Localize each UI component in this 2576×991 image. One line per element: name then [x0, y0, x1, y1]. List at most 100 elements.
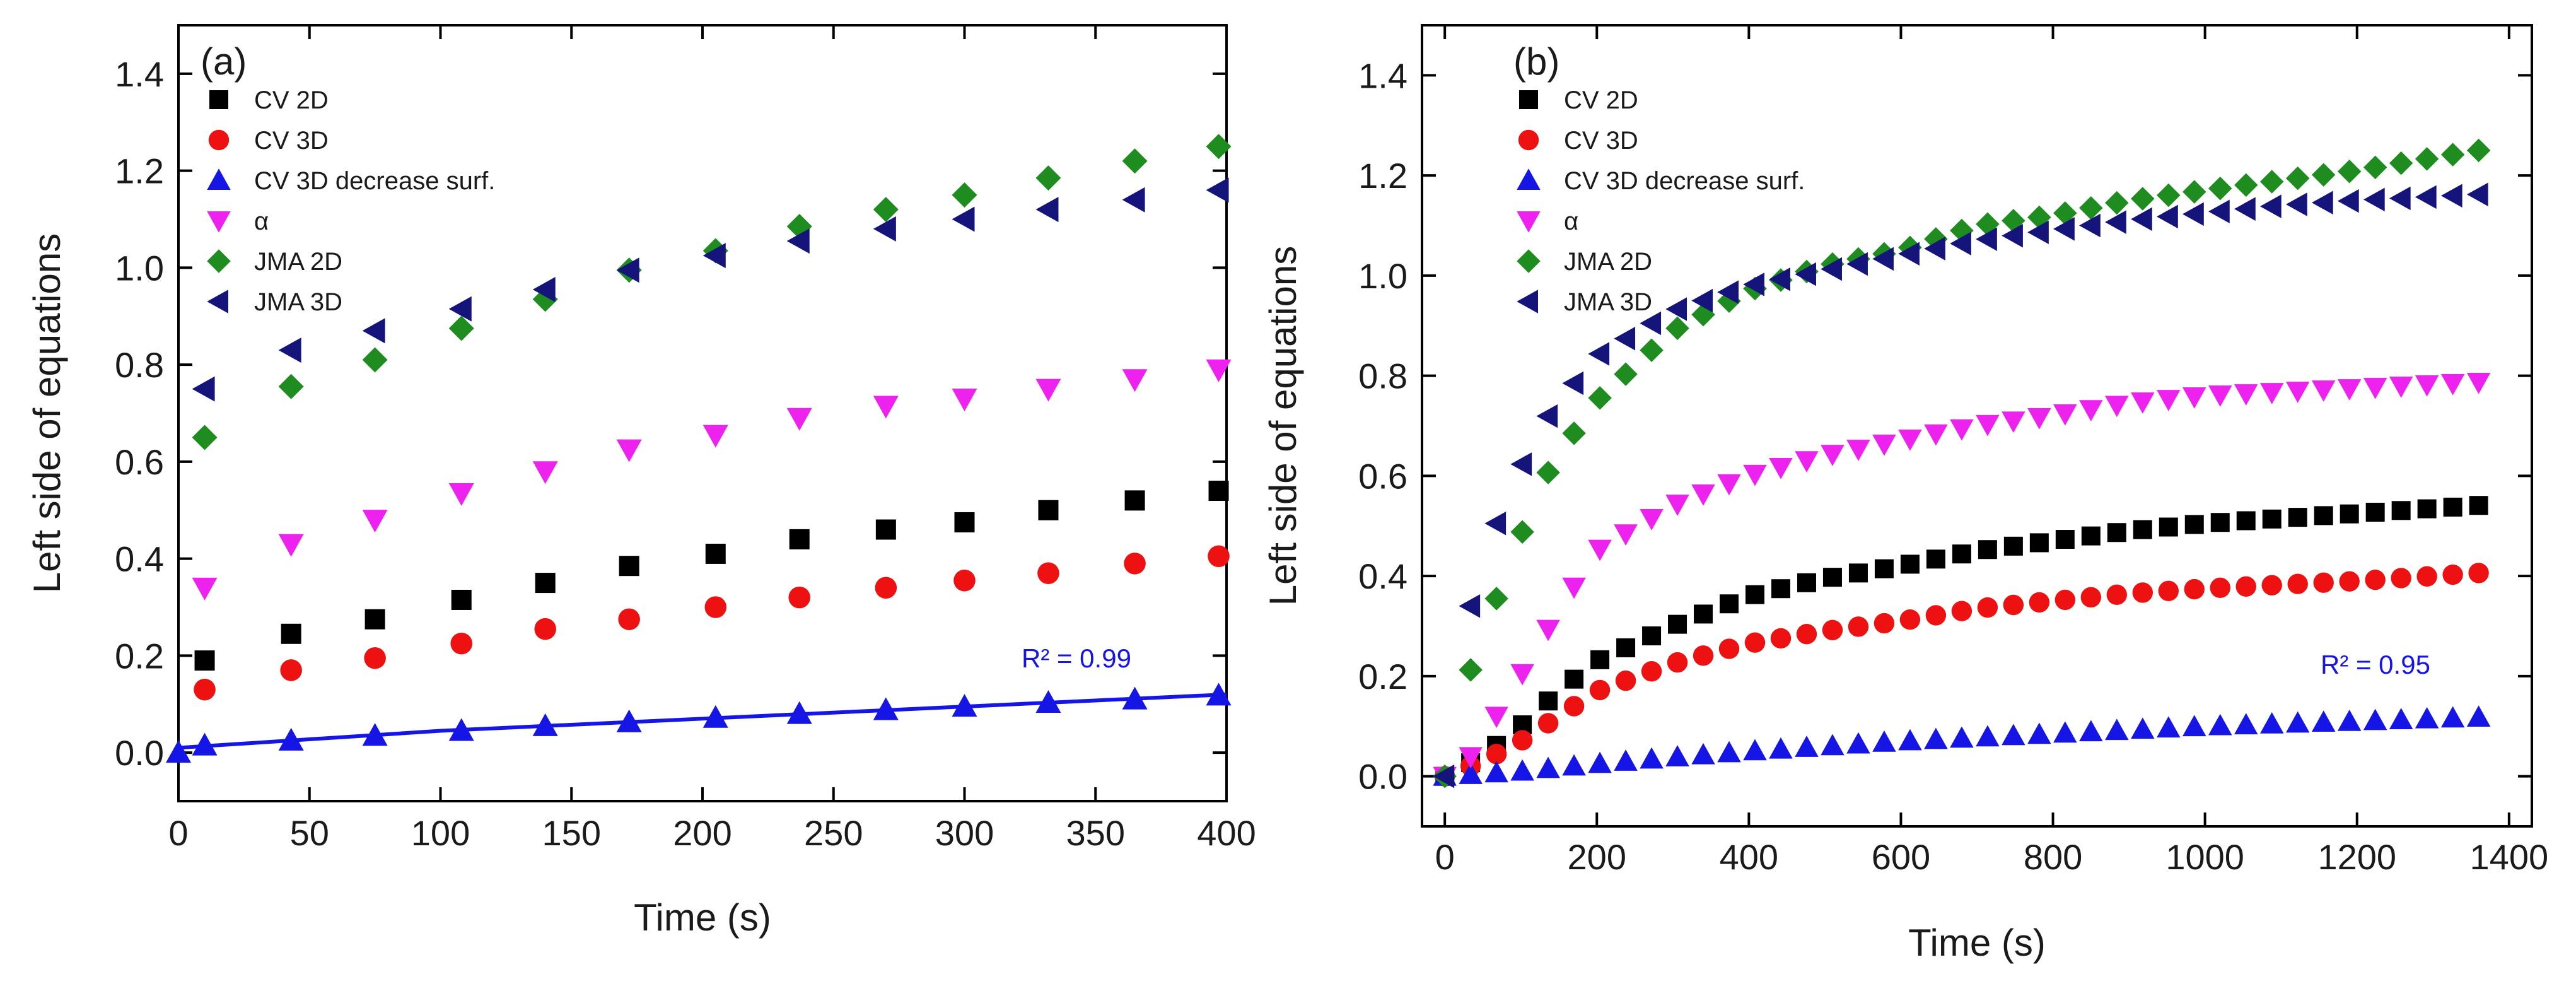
data-point: [1717, 474, 1741, 496]
data-point: [2131, 187, 2155, 211]
x-tick-label: 350: [1066, 813, 1125, 853]
x-tick-label: 0: [168, 813, 188, 853]
data-point: [2417, 499, 2437, 519]
data-point: [2079, 400, 2103, 421]
legend-marker: [1517, 168, 1541, 190]
data-point: [2235, 576, 2256, 597]
data-point: [2262, 509, 2282, 529]
data-point: [1510, 759, 1534, 781]
data-point: [953, 569, 976, 592]
data-point: [1510, 520, 1534, 544]
data-point: [1872, 247, 1894, 271]
data-point: [2131, 207, 2152, 232]
data-point: [616, 709, 642, 732]
data-point: [2184, 578, 2205, 600]
data-point: [2183, 715, 2206, 737]
x-tick-label: 400: [1720, 837, 1778, 877]
data-point: [1122, 369, 1148, 392]
data-point: [1536, 756, 1560, 778]
data-point: [532, 461, 558, 484]
legend-marker: [207, 168, 231, 190]
legend-label: CV 3D: [1564, 127, 1638, 155]
data-point: [2261, 575, 2282, 595]
data-point: [618, 608, 640, 630]
data-point: [1691, 288, 1713, 313]
data-point: [1952, 544, 1971, 564]
data-point: [1665, 495, 1689, 516]
y-tick-label: 0.0: [1358, 757, 1407, 797]
data-point: [448, 483, 474, 506]
data-point: [873, 396, 899, 419]
data-point: [534, 618, 556, 640]
data-point: [2311, 710, 2336, 732]
data-point: [1206, 359, 1232, 382]
data-point: [873, 197, 899, 223]
series-5: [1433, 182, 2488, 789]
data-point: [2234, 197, 2256, 221]
data-point: [1206, 134, 1232, 160]
data-point: [2259, 712, 2284, 734]
y-tick-label: 1.2: [115, 151, 164, 191]
data-point: [2389, 377, 2413, 398]
data-point: [2079, 720, 2103, 742]
data-point: [2313, 572, 2334, 593]
legend-label: CV 3D decrease surf.: [1564, 167, 1805, 195]
data-point: [2027, 220, 2049, 245]
data-point: [364, 647, 386, 669]
legend-label: α: [1564, 208, 1578, 235]
data-point: [2365, 503, 2385, 522]
data-point: [1484, 761, 1508, 783]
panel-label: (a): [201, 40, 247, 83]
data-point: [2339, 571, 2360, 592]
series-1: [194, 545, 1230, 701]
r-squared-annotation: R² = 0.99: [1022, 643, 1131, 673]
data-point: [362, 347, 388, 373]
data-point: [1744, 632, 1766, 653]
y-tick-label: 0.2: [1358, 657, 1407, 696]
data-point: [280, 659, 302, 681]
y-tick-label: 1.4: [115, 54, 164, 94]
r-squared-annotation: R² = 0.95: [2321, 650, 2430, 679]
y-tick-label: 0.2: [115, 636, 164, 676]
chart-panel-a: 0 50 100 150 200 250 300 350 400 0.0 0.2 0.4 0.6 0.8 1…: [26, 24, 1256, 939]
chart-panel-b: 0 200 400 600 800 1000 1200 1400 0.0 0.2 0.4 0.6 0.8…: [1262, 24, 2548, 964]
data-point: [2468, 563, 2489, 583]
legend-item: JMA 2D: [1517, 248, 1652, 276]
data-point: [1640, 311, 1662, 336]
y-tick-label: 0.8: [115, 345, 164, 385]
data-point: [1795, 736, 1819, 757]
legend-label: CV 2D: [1564, 86, 1638, 114]
data-point: [1977, 597, 1998, 618]
y-axis-title: Left side of equations: [26, 233, 68, 593]
data-point: [2157, 716, 2181, 738]
data-point: [2053, 721, 2077, 743]
data-point: [1614, 362, 1638, 386]
data-point: [1693, 645, 1714, 666]
series-5: [192, 177, 1229, 402]
data-point: [362, 318, 385, 344]
data-point: [1797, 573, 1816, 592]
x-axis-title: Time (s): [1908, 922, 2046, 964]
data-point: [1486, 744, 1507, 765]
legend-item: CV 3D decrease surf.: [207, 167, 495, 195]
data-point: [2311, 380, 2336, 402]
data-point: [1976, 414, 2000, 437]
data-point: [2183, 387, 2206, 409]
data-point: [1694, 604, 1713, 624]
series-4: [192, 134, 1232, 450]
legend-item: CV 3D: [1518, 127, 1638, 155]
data-point: [2157, 183, 2181, 208]
x-tick-label: 200: [1568, 837, 1626, 877]
data-point: [1562, 577, 1586, 599]
data-point: [1976, 227, 1997, 251]
data-point: [1874, 559, 1894, 578]
data-point: [952, 206, 975, 232]
data-point: [788, 586, 811, 609]
x-tick-label: 250: [804, 813, 863, 853]
data-point: [2053, 404, 2077, 426]
series-0: [1435, 496, 2488, 786]
data-point: [2157, 204, 2178, 229]
legend-label: JMA 3D: [1564, 288, 1652, 316]
data-point: [1588, 386, 1612, 410]
data-point: [1978, 540, 1997, 560]
